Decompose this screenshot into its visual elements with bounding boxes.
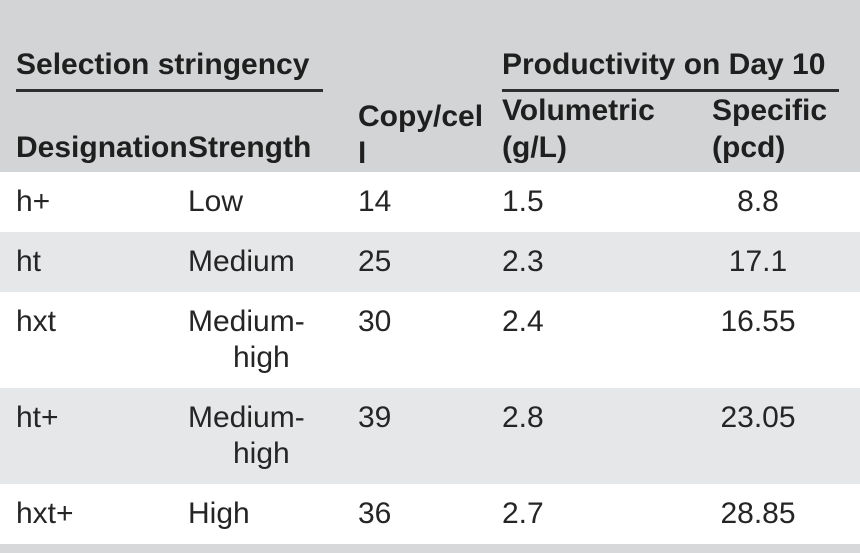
group-header-row: Selection stringency Copy/cell Productiv… [0, 0, 860, 172]
table-header: Selection stringency Copy/cell Productiv… [0, 0, 860, 172]
selection-stringency-group-cell: Selection stringency [0, 0, 342, 92]
designation-cell: ht+ [16, 401, 59, 434]
strength-cell: High [188, 497, 250, 530]
volumetric-cell: 2.8 [502, 401, 544, 434]
table-row: ht+ Medium-high 39 2.8 23.05 [0, 388, 860, 484]
table-row: h+ Low 14 1.5 8.8 [0, 172, 860, 232]
specific-cell: 16.55 [720, 305, 796, 338]
designation-cell: h+ [16, 185, 51, 218]
table-row: ht Medium 25 2.3 17.1 [0, 232, 860, 292]
specific-cell: 17.1 [728, 245, 788, 278]
table-bottom-border [0, 544, 860, 553]
volumetric-cell: 2.4 [502, 305, 544, 338]
productivity-group-header: Productivity on Day 10 [502, 46, 840, 92]
table-body: h+ Low 14 1.5 8.8 ht Medium 25 2.3 17.1 … [0, 172, 860, 544]
designation-cell: hxt+ [16, 497, 74, 530]
productivity-group-cell: Productivity on Day 10 [488, 0, 860, 92]
strength-cell: Medium-high [188, 401, 305, 470]
strength-cell: Medium-high [188, 305, 305, 374]
copy-number-cell: 36 [358, 497, 392, 530]
specific-cell: 28.85 [720, 497, 796, 530]
strength-cell: Low [188, 185, 244, 218]
selection-stringency-group-header: Selection stringency [16, 46, 324, 92]
copy-number-cell: 14 [358, 185, 392, 218]
designation-column-header: Designation [0, 92, 188, 172]
specific-cell: 8.8 [737, 185, 779, 218]
volumetric-cell: 2.7 [502, 497, 544, 530]
strength-cell: Medium [188, 245, 295, 278]
copy-number-cell: 39 [358, 401, 392, 434]
table-row: hxt Medium-high 30 2.4 16.55 [0, 292, 860, 388]
designation-cell: ht [16, 245, 42, 278]
column-header-row: Designation Strength Volumetric (g/L) Sp… [0, 92, 860, 172]
specific-cell: 23.05 [720, 401, 796, 434]
volumetric-cell: 2.3 [502, 245, 544, 278]
copy-per-cell-header: Copy/cell [342, 0, 488, 172]
table-row: hxt+ High 36 2.7 28.85 [0, 484, 860, 544]
designation-cell: hxt [16, 305, 57, 338]
specific-column-header: Specific (pcd) [698, 92, 860, 172]
copy-number-cell: 30 [358, 305, 392, 338]
copy-number-cell: 25 [358, 245, 392, 278]
strength-column-header: Strength [172, 92, 342, 172]
volumetric-column-header: Volumetric (g/L) [488, 92, 698, 172]
volumetric-cell: 1.5 [502, 185, 544, 218]
